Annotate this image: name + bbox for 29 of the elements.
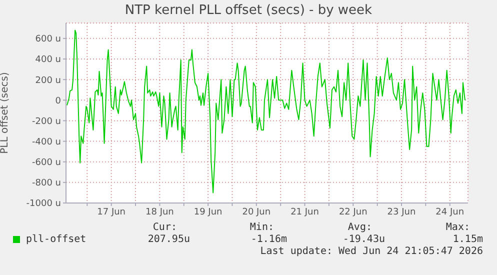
x-tick-label: 22 Jun <box>338 207 368 218</box>
y-tick-label: 0 <box>55 96 62 106</box>
legend-label: pll-offset <box>25 234 86 245</box>
y-axis-title: PLL offset (secs) <box>0 72 11 154</box>
text: 207.95u <box>146 234 190 245</box>
text: -19.43u <box>342 234 385 245</box>
text: Last update: Wed Jun 24 21:05:47 2026 <box>260 246 483 257</box>
y-tick-label: -200 u <box>32 116 61 127</box>
text: Cur: <box>152 222 177 233</box>
text: -1.16m <box>250 234 287 245</box>
x-tick-label: 18 Jun <box>146 207 174 218</box>
x-tick-label: 19 Jun <box>194 207 222 218</box>
y-tick-label: 400 u <box>35 55 61 66</box>
x-tick-label: 20 Jun <box>242 207 271 218</box>
y-tick-label: 200 u <box>35 76 61 86</box>
text: Max: <box>444 222 470 233</box>
y-tick-label: -400 u <box>32 137 61 148</box>
chart-title: NTP kernel PLL offset (secs) - by week <box>124 3 374 18</box>
y-tick-label: -600 u <box>32 158 61 168</box>
y-tick-label: -800 u <box>32 178 61 189</box>
x-tick-label: 17 Jun <box>97 207 126 218</box>
x-tick-label: 23 Jun <box>387 207 416 218</box>
text: 1.15m <box>452 234 483 245</box>
x-tick-label: 24 Jun <box>436 207 464 218</box>
text: Min: <box>248 222 274 233</box>
y-tick-label: 600 u <box>35 34 61 45</box>
y-tick-label: -1000 u <box>26 199 61 210</box>
x-tick-label: 21 Jun <box>290 207 319 218</box>
text: Avg: <box>346 222 372 233</box>
